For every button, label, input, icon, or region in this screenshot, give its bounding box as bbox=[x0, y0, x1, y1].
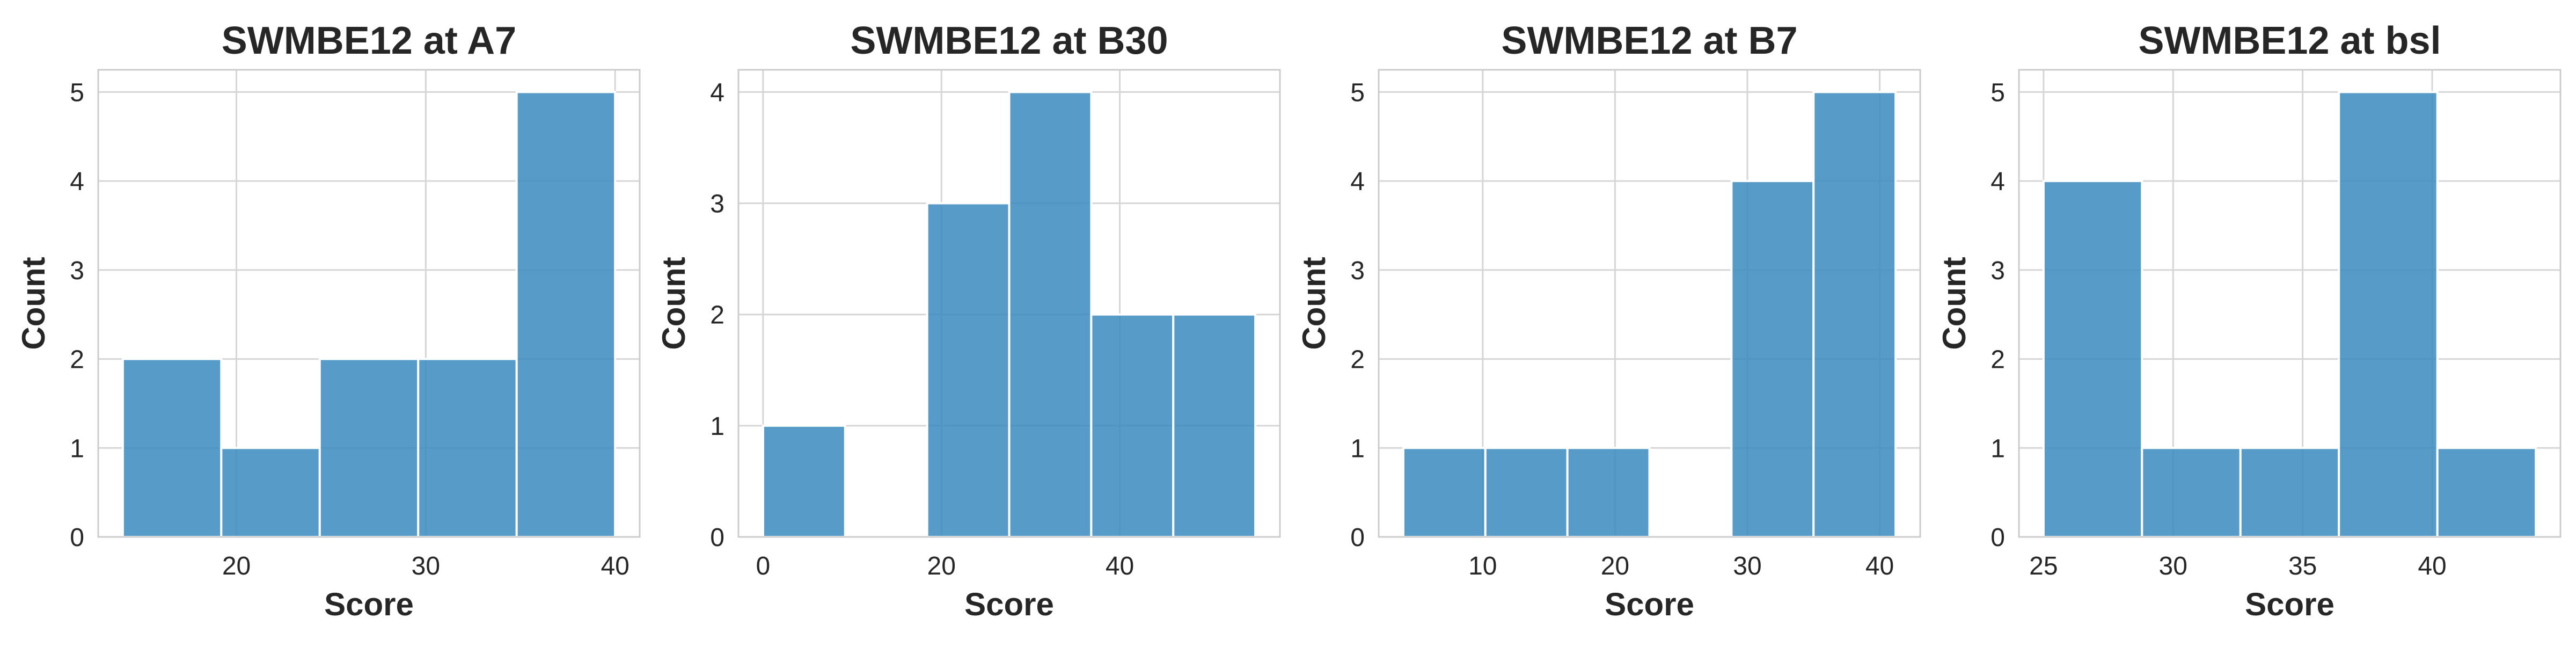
y-tick-label: 0 bbox=[1990, 524, 2005, 552]
y-tick-label: 0 bbox=[1350, 524, 1365, 552]
y-tick-label: 2 bbox=[1350, 346, 1365, 374]
x-tick-label: 30 bbox=[1733, 552, 1761, 580]
y-tick-label: 5 bbox=[1990, 78, 2005, 107]
x-tick-label: 20 bbox=[927, 552, 956, 580]
x-tick-label: 30 bbox=[412, 552, 440, 580]
y-tick-label: 2 bbox=[710, 301, 724, 330]
plot-frame bbox=[97, 69, 641, 538]
x-axis-label: Score bbox=[324, 586, 414, 622]
chart-title: SWMBE12 at B30 bbox=[850, 19, 1168, 62]
x-axis-label: Score bbox=[2245, 586, 2334, 622]
y-axis-label: Count bbox=[1296, 257, 1332, 350]
y-tick-label: 2 bbox=[70, 346, 84, 374]
histogram-bar bbox=[2042, 180, 2143, 538]
x-tick-label: 40 bbox=[2418, 552, 2446, 580]
y-tick-label: 3 bbox=[70, 257, 84, 285]
histogram-bar bbox=[1812, 91, 1897, 538]
chart-panel-1: 0 1 2 3 4 5 20 30 40 SWMBE12 at A7 Score Count bbox=[16, 19, 641, 622]
y-tick-label: 1 bbox=[1350, 434, 1365, 463]
histogram-bar bbox=[1566, 447, 1651, 538]
y-axis-label: Count bbox=[1936, 257, 1972, 350]
y-tick-label: 4 bbox=[1990, 168, 2005, 196]
y-tick-label: 1 bbox=[1990, 434, 2005, 463]
x-tick-label: 35 bbox=[2288, 552, 2317, 580]
chart-title: SWMBE12 at B7 bbox=[1501, 19, 1797, 62]
histogram-bar bbox=[2436, 447, 2537, 538]
x-tick-label: 40 bbox=[1865, 552, 1894, 580]
x-tick-label: 20 bbox=[222, 552, 251, 580]
histogram-bar bbox=[2239, 447, 2340, 538]
y-tick-label: 1 bbox=[70, 434, 84, 463]
y-tick-label: 2 bbox=[1990, 346, 2005, 374]
histogram-bar bbox=[1008, 91, 1093, 538]
y-tick-label: 3 bbox=[1990, 257, 2005, 285]
chart-title: SWMBE12 at bsl bbox=[2138, 19, 2441, 62]
histogram-bar bbox=[1730, 180, 1815, 538]
plot-frame bbox=[2018, 69, 2562, 538]
histogram-bar bbox=[515, 91, 617, 538]
histogram-bar bbox=[1090, 313, 1175, 538]
y-tick-label: 1 bbox=[710, 412, 724, 441]
histogram-bar bbox=[417, 358, 518, 538]
y-tick-label: 4 bbox=[710, 78, 724, 107]
histogram-bar bbox=[1402, 447, 1487, 538]
histogram-bar bbox=[121, 358, 223, 538]
histogram-bar bbox=[2338, 91, 2439, 538]
histogram-bar bbox=[762, 424, 846, 538]
y-tick-label: 3 bbox=[710, 190, 724, 219]
y-tick-label: 5 bbox=[1350, 78, 1365, 107]
histogram-bar bbox=[1172, 313, 1257, 538]
chart-panel-3: 0 1 2 3 4 5 10 20 30 40 SWMBE12 at B7 Score Count bbox=[1296, 19, 1921, 622]
histogram-bar bbox=[2141, 447, 2242, 538]
x-axis-label: Score bbox=[964, 586, 1054, 622]
x-tick-label: 20 bbox=[1601, 552, 1629, 580]
y-tick-label: 5 bbox=[70, 78, 84, 107]
x-tick-label: 30 bbox=[2159, 552, 2187, 580]
histogram-bar bbox=[220, 447, 321, 538]
x-tick-label: 40 bbox=[1106, 552, 1134, 580]
y-tick-label: 4 bbox=[70, 168, 84, 196]
histogram-bar bbox=[318, 358, 420, 538]
x-tick-label: 25 bbox=[2029, 552, 2058, 580]
y-tick-label: 4 bbox=[1350, 168, 1365, 196]
x-tick-label: 10 bbox=[1468, 552, 1497, 580]
y-tick-label: 0 bbox=[70, 524, 84, 552]
y-axis-label: Count bbox=[656, 257, 692, 350]
x-tick-label: 40 bbox=[601, 552, 629, 580]
y-axis-label: Count bbox=[16, 257, 52, 350]
x-axis-label: Score bbox=[1605, 586, 1694, 622]
plot-frame bbox=[737, 69, 1281, 538]
plot-frame bbox=[1378, 69, 1921, 538]
histogram-bar bbox=[926, 202, 1011, 539]
y-tick-label: 3 bbox=[1350, 257, 1365, 285]
chart-title: SWMBE12 at A7 bbox=[222, 19, 516, 62]
histogram-bar bbox=[1484, 447, 1569, 538]
chart-panel-4: 0 1 2 3 4 5 25 30 35 40 SWMBE12 at bsl Score Count bbox=[1936, 19, 2562, 622]
y-tick-label: 0 bbox=[710, 524, 724, 552]
x-tick-label: 0 bbox=[756, 552, 771, 580]
